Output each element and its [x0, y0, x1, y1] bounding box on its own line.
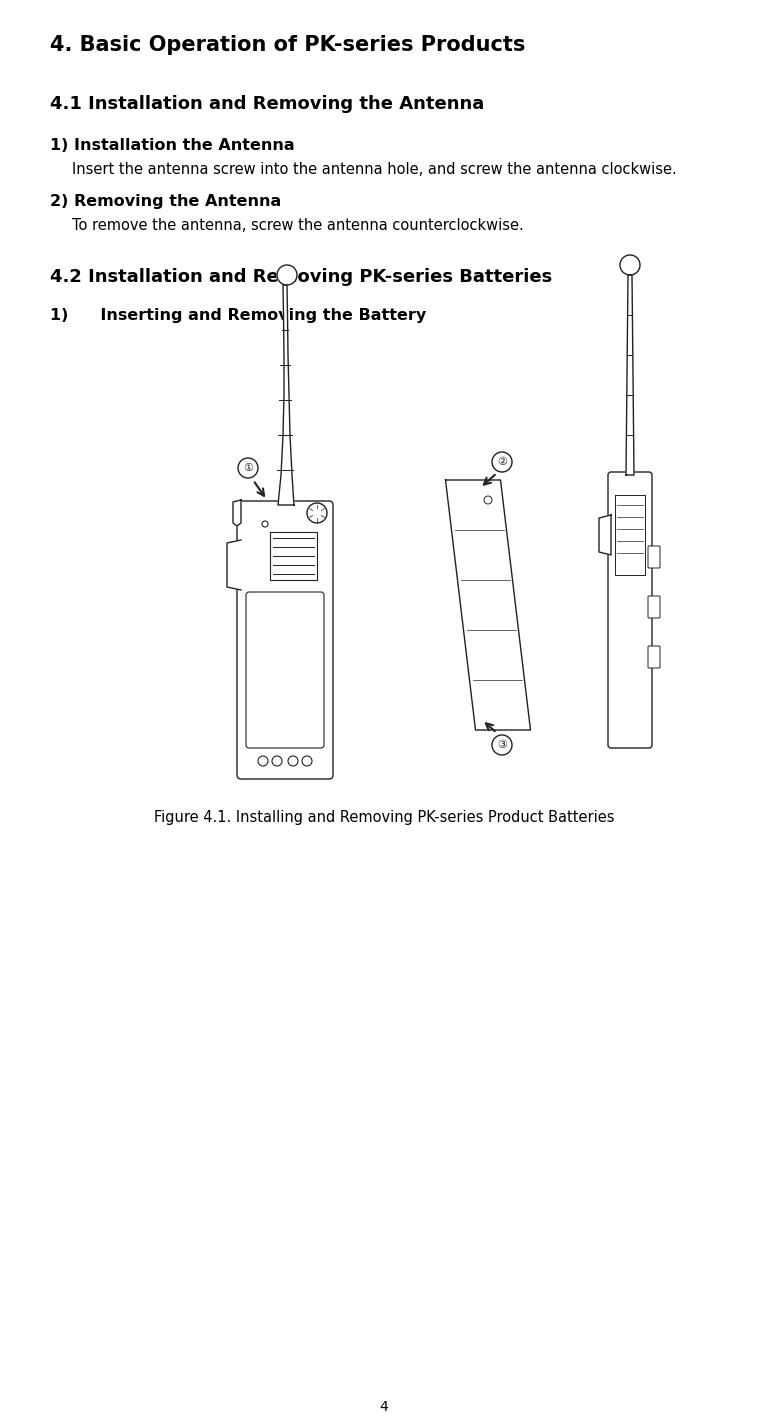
Circle shape — [302, 756, 312, 766]
Circle shape — [492, 452, 512, 472]
FancyBboxPatch shape — [608, 472, 652, 749]
Text: 4.2 Installation and Removing PK-series Batteries: 4.2 Installation and Removing PK-series … — [50, 268, 552, 287]
Text: ③: ③ — [497, 740, 507, 750]
Circle shape — [262, 520, 268, 528]
Text: Figure 4.1. Installing and Removing PK-series Product Batteries: Figure 4.1. Installing and Removing PK-s… — [154, 810, 614, 826]
FancyBboxPatch shape — [237, 501, 333, 779]
Text: ①: ① — [243, 463, 253, 473]
Text: 2) Removing the Antenna: 2) Removing the Antenna — [50, 194, 281, 210]
Circle shape — [492, 734, 512, 754]
Circle shape — [277, 265, 297, 285]
FancyBboxPatch shape — [246, 592, 324, 749]
Text: 4. Basic Operation of PK-series Products: 4. Basic Operation of PK-series Products — [50, 36, 525, 56]
Circle shape — [307, 503, 327, 523]
Text: 4: 4 — [379, 1400, 389, 1415]
Text: 1) Installation the Antenna: 1) Installation the Antenna — [50, 138, 295, 153]
Circle shape — [238, 458, 258, 478]
Text: ②: ② — [497, 456, 507, 466]
Polygon shape — [227, 540, 241, 590]
Polygon shape — [445, 481, 531, 730]
Text: Insert the antenna screw into the antenna hole, and screw the antenna clockwise.: Insert the antenna screw into the antenn… — [72, 163, 677, 177]
Polygon shape — [233, 501, 241, 526]
Circle shape — [484, 496, 492, 503]
Text: 1)  Inserting and Removing the Battery: 1) Inserting and Removing the Battery — [50, 308, 426, 324]
FancyBboxPatch shape — [648, 596, 660, 617]
Circle shape — [272, 756, 282, 766]
FancyBboxPatch shape — [648, 546, 660, 568]
Polygon shape — [626, 275, 634, 475]
Polygon shape — [599, 515, 611, 555]
Circle shape — [288, 756, 298, 766]
Circle shape — [258, 756, 268, 766]
Text: To remove the antenna, screw the antenna counterclockwise.: To remove the antenna, screw the antenna… — [72, 218, 524, 232]
FancyBboxPatch shape — [648, 646, 660, 667]
Circle shape — [620, 255, 640, 275]
Text: 4.1 Installation and Removing the Antenna: 4.1 Installation and Removing the Antenn… — [50, 96, 485, 113]
Polygon shape — [278, 285, 294, 505]
